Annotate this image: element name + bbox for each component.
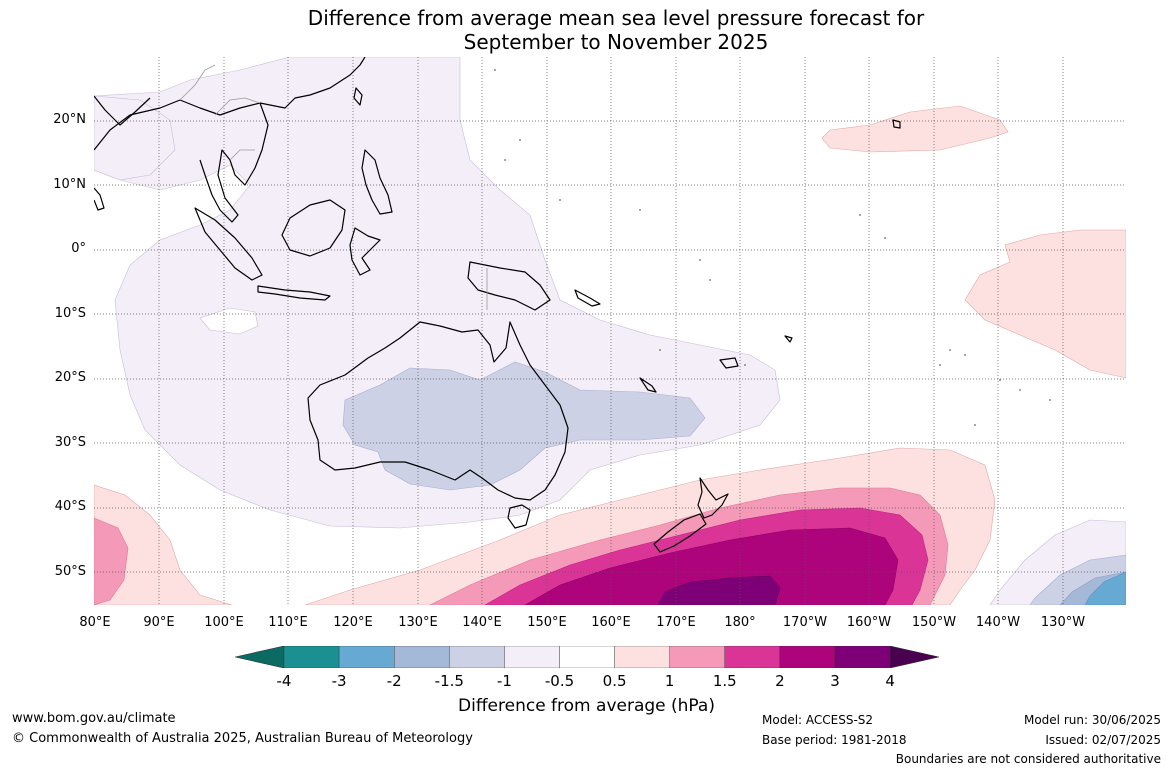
lon-label-140e: 140°E: [462, 615, 502, 630]
colorbar-box: [449, 646, 505, 668]
lon-label-180: 180°: [724, 615, 756, 630]
colorbar-box: [504, 646, 560, 668]
lon-label-140w: 140°W: [975, 615, 1021, 630]
java-coastline: [257, 285, 331, 301]
lat-label-30s: 30°S: [54, 435, 86, 450]
lon-label-90e: 90°E: [143, 615, 175, 630]
lon-label-130e: 130°E: [398, 615, 438, 630]
country-borders: [179, 64, 488, 310]
taiwan-coastline: [353, 87, 363, 106]
lat-label-20n: 20°N: [53, 112, 86, 127]
lon-label-80e: 80°E: [79, 615, 111, 630]
colorbar-tick-label: 2: [775, 672, 785, 690]
colorbar-box: [283, 646, 340, 668]
colorbar-tick-label: -2: [386, 672, 402, 690]
colorbar-tick-label: -1.5: [434, 672, 464, 690]
colorbar-tick-label: -3: [331, 672, 347, 690]
small-islands: [494, 69, 1051, 426]
sumatra-coastline: [194, 207, 263, 281]
model-text: Model: ACCESS-S2: [762, 713, 874, 727]
model-run-text: Model run: 30/06/2025: [1023, 713, 1161, 727]
lon-label-100e: 100°E: [204, 615, 244, 630]
india-coastline: [94, 95, 151, 126]
australia-coastline: [307, 321, 569, 501]
colorbar-box: [834, 646, 891, 668]
lat-label-40s: 40°S: [54, 499, 86, 514]
new-caledonia-coastline: [639, 377, 657, 393]
lat-label-0: 0°: [71, 241, 86, 256]
lon-label-110e: 110°E: [268, 615, 308, 630]
coastlines: [94, 57, 901, 553]
lon-label-160w: 160°W: [846, 615, 892, 630]
lat-label-50s: 50°S: [54, 564, 86, 579]
colorbar-tick-label: 4: [885, 672, 895, 690]
colorbar-tick-label: 0.5: [602, 672, 627, 690]
anomaly-contour-minus-3: [1084, 571, 1126, 605]
disclaimer-text: Boundaries are not considered authoritat…: [895, 752, 1161, 766]
lon-label-130w: 130°W: [1040, 615, 1086, 630]
nz-north-island-coastline: [697, 477, 729, 519]
colorbar-tick-label: 3: [830, 672, 840, 690]
colorbar-box: [559, 646, 615, 668]
colorbar: [235, 646, 939, 668]
colorbar-box: [338, 646, 395, 668]
colorbar-tick-label: -4: [276, 672, 292, 690]
lon-label-170w: 170°W: [782, 615, 828, 630]
title-line-1: Difference from average mean sea level p…: [307, 6, 925, 30]
colorbar-tick-label: -1: [496, 672, 512, 690]
colorbar-box: [779, 646, 836, 668]
new-guinea-coastline: [467, 261, 551, 311]
philippines-coastline: [361, 149, 393, 215]
colorbar-tick-label: 1: [664, 672, 675, 690]
title-line-2: September to November 2025: [463, 30, 769, 54]
lat-label-10n: 10°N: [53, 177, 86, 192]
hawaii-coastline: [892, 119, 901, 129]
lon-label-160e: 160°E: [591, 615, 631, 630]
borneo-coastline: [281, 199, 346, 257]
colorbar-tick-label: -0.5: [544, 672, 575, 690]
lon-label-150e: 150°E: [527, 615, 567, 630]
colorbar-box: [669, 646, 726, 668]
colorbar-box: [393, 646, 450, 668]
lat-label-20s: 20°S: [54, 370, 86, 385]
colorbar-label: Difference from average (hPa): [458, 696, 715, 716]
mainland-asia-coastline: [94, 57, 366, 223]
base-period-text: Base period: 1981-2018: [762, 733, 907, 747]
nz-south-island-coastline: [653, 513, 707, 553]
map-title: Difference from average mean sea level p…: [0, 6, 1173, 54]
pressure-anomaly-map: [94, 57, 1126, 605]
website-link[interactable]: www.bom.gov.au/climate: [12, 711, 176, 726]
sulawesi-coastline: [349, 227, 381, 276]
colorbar-box: [614, 646, 670, 668]
issued-text: Issued: 02/07/2025: [1045, 733, 1161, 747]
colorbar-under-triangle: [235, 646, 285, 668]
colorbar-box: [724, 646, 781, 668]
lon-label-170e: 170°E: [656, 615, 696, 630]
lon-label-120e: 120°E: [333, 615, 373, 630]
sri-lanka-coastline: [94, 187, 105, 211]
copyright-text: © Commonwealth of Australia 2025, Austra…: [12, 731, 473, 746]
lat-label-10s: 10°S: [54, 306, 86, 321]
colorbar-over-triangle: [889, 646, 939, 668]
graticule: [94, 57, 1126, 605]
colorbar-tick-label: 1.5: [712, 672, 737, 690]
lon-label-150w: 150°W: [911, 615, 957, 630]
anomaly-contour-plus-3: [657, 575, 781, 605]
map-frame: [94, 57, 1126, 605]
tasmania-coastline: [507, 504, 531, 529]
